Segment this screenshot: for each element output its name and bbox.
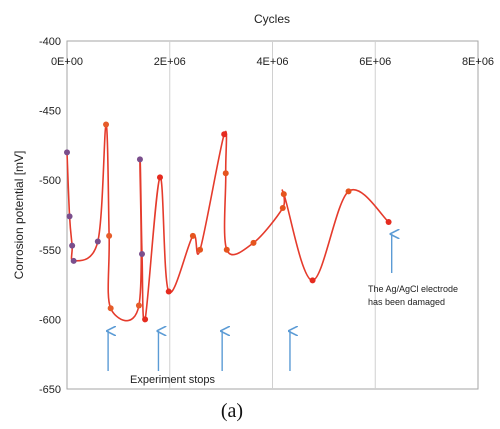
damage-note-line2: has been damaged	[368, 297, 445, 307]
y-tick-label: -450	[39, 106, 61, 118]
data-point	[222, 170, 229, 177]
data-point	[345, 188, 352, 195]
figure-caption: (a)	[221, 400, 243, 422]
y-tick-labels: -400 -450 -500 -550 -600 -650	[39, 36, 61, 396]
x-tick-label: 0E+00	[51, 56, 83, 68]
data-point	[309, 277, 316, 284]
y-tick-label: -600	[39, 314, 61, 326]
y-tick-label: -650	[39, 384, 61, 396]
y-tick-label: -550	[39, 245, 61, 257]
data-point	[250, 239, 257, 246]
data-point	[189, 232, 196, 239]
data-point	[385, 218, 392, 225]
data-point	[135, 302, 142, 309]
data-point	[64, 149, 70, 156]
x-tick-label: 4E+06	[256, 56, 288, 68]
data-point	[136, 156, 143, 163]
data-point	[279, 205, 286, 212]
data-point	[197, 246, 204, 253]
data-point	[69, 242, 76, 249]
y-tick-label: -400	[39, 36, 61, 48]
data-point	[139, 250, 146, 257]
data-point	[70, 257, 77, 264]
data-point	[66, 213, 73, 220]
x-tick-label: 6E+06	[359, 56, 391, 68]
data-point	[107, 305, 114, 312]
series-markers	[64, 121, 392, 323]
damage-note-line1: The Ag/AgCl electrode	[368, 284, 458, 294]
data-point	[280, 191, 287, 198]
x-tick-labels: 0E+00 2E+06 4E+06 6E+06 8E+06	[51, 56, 494, 68]
grid	[169, 41, 376, 389]
x-tick-label: 8E+06	[462, 56, 494, 68]
data-point	[156, 174, 163, 181]
annotation-arrows	[108, 234, 392, 371]
x-axis-title: Cycles	[254, 12, 290, 26]
data-point	[106, 232, 113, 239]
data-point	[165, 288, 172, 295]
data-point	[94, 238, 101, 245]
data-point	[223, 246, 230, 253]
y-axis-title: Corrosion potential [mV]	[12, 151, 26, 280]
y-tick-label: -500	[39, 175, 61, 187]
data-point	[103, 121, 110, 128]
x-tick-label: 2E+06	[154, 56, 186, 68]
stop-note: Experiment stops	[130, 374, 215, 386]
data-point	[142, 316, 149, 323]
data-point	[221, 131, 228, 138]
